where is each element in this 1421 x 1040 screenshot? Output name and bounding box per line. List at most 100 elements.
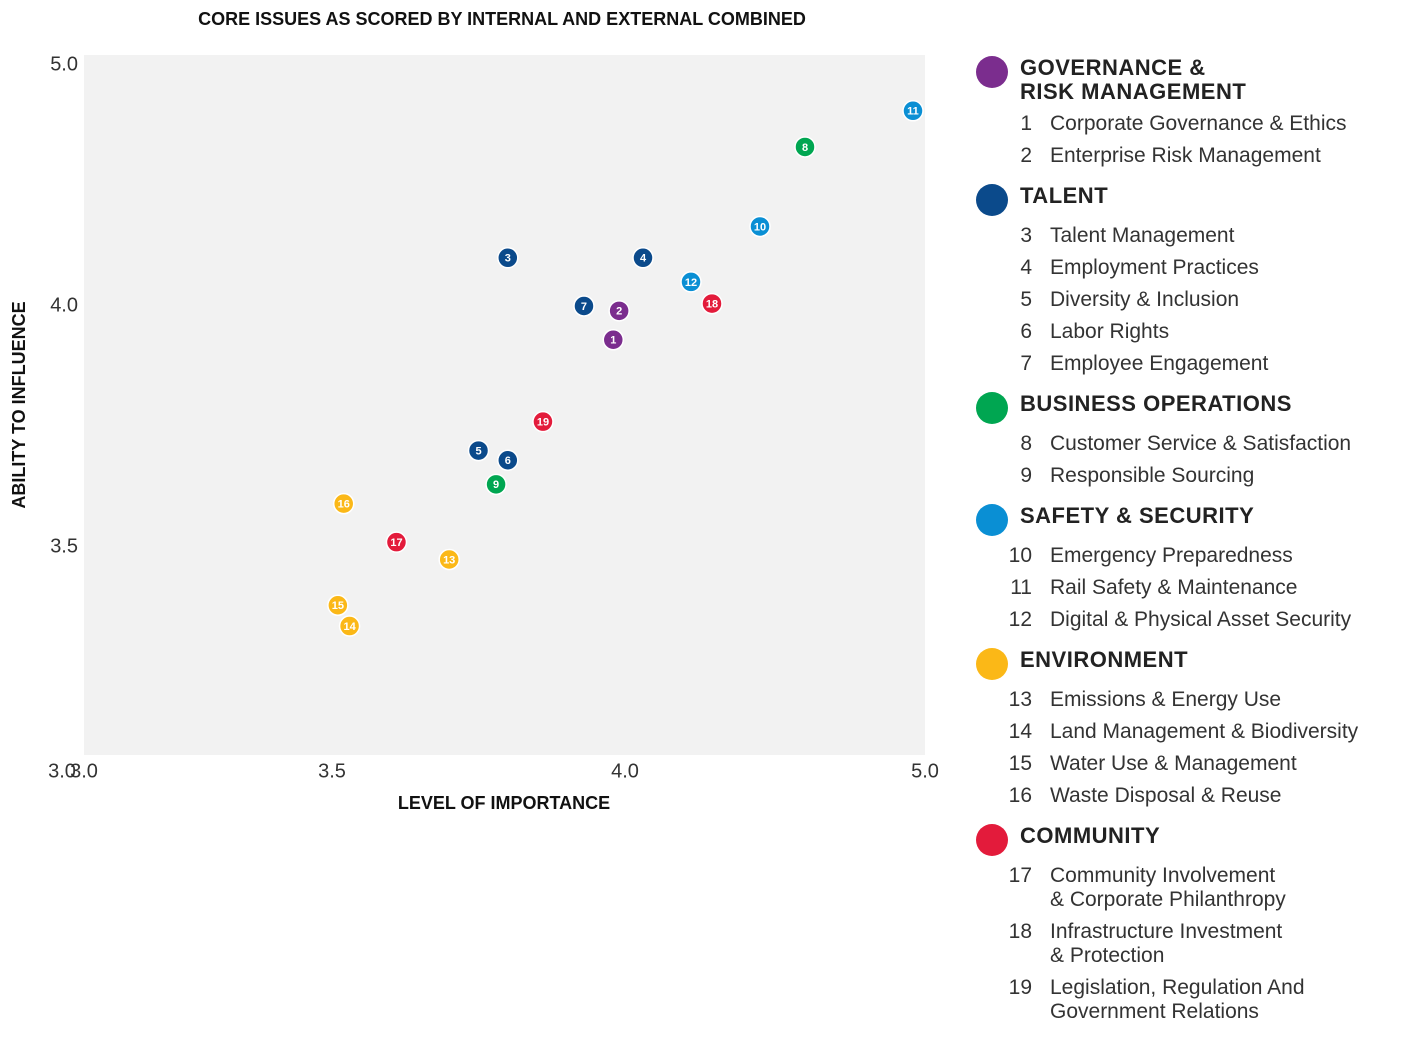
point-marker: [749, 215, 771, 238]
legend-item: 3 Talent Management: [976, 224, 1416, 248]
legend-label: TALENT: [1020, 183, 1109, 208]
point: 3: [497, 247, 519, 269]
item-number: 3: [1020, 224, 1032, 247]
legend-group: COMMUNITY 17 Community Involvement & Corpo…: [976, 824, 1416, 1024]
item-text: Diversity & Inclusion: [1050, 288, 1240, 311]
plot-area: [84, 55, 925, 755]
item-text: Community Involvement & Corporate Philan…: [1050, 864, 1286, 911]
point: 2: [608, 300, 630, 322]
item-number: 2: [1020, 144, 1032, 167]
point-label: 4: [640, 253, 647, 265]
legend-swatch: [976, 392, 1008, 424]
item-number: 11: [1010, 576, 1032, 599]
point-marker: [332, 492, 355, 515]
item-text: Emissions & Energy Use: [1050, 688, 1282, 711]
legend-item: 7 Employee Engagement: [976, 352, 1416, 376]
legend-item: 14 Land Management & Biodiversity: [976, 720, 1416, 744]
legend-label: SAFETY & SECURITY: [1020, 503, 1255, 528]
y-tick-label: 3.5: [50, 535, 78, 557]
point-marker: [485, 473, 507, 496]
point: 19: [532, 410, 554, 433]
legend-item: 2 Enterprise Risk Management: [976, 144, 1416, 168]
legend-item: 15 Water Use & Management: [976, 752, 1416, 776]
point-marker: [573, 295, 595, 317]
point: 15: [327, 594, 349, 616]
x-tick-label: 3.5: [318, 760, 346, 782]
point: 4: [632, 247, 654, 269]
legend-label: GOVERNANCE & RISK MANAGEMENT: [1020, 55, 1247, 104]
item-text: Employment Practices: [1050, 256, 1259, 279]
point-marker: [602, 328, 625, 351]
legend-group: TALENT 3 Talent Management 4 Employment Prac…: [976, 184, 1416, 376]
legend-swatch: [976, 184, 1008, 216]
item-number: 18: [1008, 920, 1032, 943]
legend-swatch: [976, 504, 1008, 536]
point-label: 14: [343, 621, 356, 633]
item-text: Labor Rights: [1050, 320, 1170, 343]
legend-entry: TALENT: [976, 184, 1416, 216]
point: 12: [680, 271, 702, 293]
item-number: 5: [1020, 288, 1032, 311]
item-text: Enterprise Risk Management: [1050, 144, 1321, 167]
legend-entry: COMMUNITY: [976, 824, 1416, 856]
point-marker: [385, 531, 408, 553]
legend-group: GOVERNANCE & RISK MANAGEMENT 1 Corporate G…: [976, 56, 1416, 168]
item-number: 7: [1020, 352, 1032, 375]
y-tick-label: 5.0: [50, 53, 78, 75]
point: 1: [602, 328, 625, 351]
legend-item: 11 Rail Safety & Maintenance: [976, 576, 1416, 600]
point: 10: [749, 215, 771, 238]
point-label: 15: [332, 600, 344, 612]
legend-entry: SAFETY & SECURITY: [976, 504, 1416, 536]
point-marker: [532, 410, 554, 433]
item-text: Infrastructure Investment & Protection: [1050, 920, 1283, 967]
point: 5: [467, 439, 490, 462]
legend-item: 12 Digital & Physical Asset Security: [976, 608, 1416, 632]
point-marker: [497, 247, 519, 269]
legend-label: ENVIRONMENT: [1020, 647, 1189, 672]
legend-item: 4 Employment Practices: [976, 256, 1416, 280]
legend-item: 13 Emissions & Energy Use: [976, 688, 1416, 712]
x-tick-label: 4.0: [611, 760, 639, 782]
point-label: 7: [581, 301, 587, 313]
point-label: 19: [537, 417, 549, 429]
point-label: 18: [706, 298, 718, 310]
point-marker: [902, 100, 924, 122]
point: 7: [573, 295, 595, 317]
item-number: 4: [1020, 256, 1032, 279]
item-number: 1: [1020, 112, 1032, 135]
item-number: 19: [1008, 976, 1032, 999]
legend-item: 10 Emergency Preparedness: [976, 544, 1416, 568]
legend-item: 16 Waste Disposal & Reuse: [976, 784, 1416, 808]
point-label: 17: [390, 537, 402, 549]
point-marker: [467, 439, 490, 462]
point-marker: [438, 548, 460, 571]
item-text: Emergency Preparedness: [1050, 544, 1293, 567]
point-label: 13: [443, 554, 455, 566]
point-marker: [794, 136, 816, 158]
item-text: Waste Disposal & Reuse: [1050, 784, 1282, 807]
legend-item: 17 Community Involvement & Corporate Phil…: [976, 864, 1416, 912]
point-marker: [608, 300, 630, 322]
x-axis-label: LEVEL OF IMPORTANCE: [398, 793, 610, 813]
item-text: Employee Engagement: [1050, 352, 1269, 375]
item-text: Corporate Governance & Ethics: [1050, 112, 1347, 135]
point: 9: [485, 473, 507, 496]
item-text: Water Use & Management: [1050, 752, 1297, 775]
point-label: 6: [505, 455, 511, 467]
legend-group: ENVIRONMENT 13 Emissions & Energy Use 14 Lan…: [976, 648, 1416, 808]
item-number: 10: [1008, 544, 1032, 567]
y-tick-label: 4.0: [50, 294, 78, 316]
chart: CORE ISSUES AS SCORED BY INTERNAL AND EX…: [9, 9, 939, 813]
point-label: 5: [475, 446, 481, 458]
point: 16: [332, 492, 355, 515]
point-label: 3: [505, 253, 511, 265]
point-marker: [632, 247, 654, 269]
point-label: 11: [907, 106, 919, 118]
item-text: Talent Management: [1050, 224, 1235, 247]
legend-group: SAFETY & SECURITY 10 Emergency Preparednes…: [976, 504, 1416, 632]
point-label: 8: [802, 142, 808, 154]
item-text: Legislation, Regulation And Government R…: [1050, 976, 1305, 1023]
legend-swatch: [976, 56, 1008, 88]
